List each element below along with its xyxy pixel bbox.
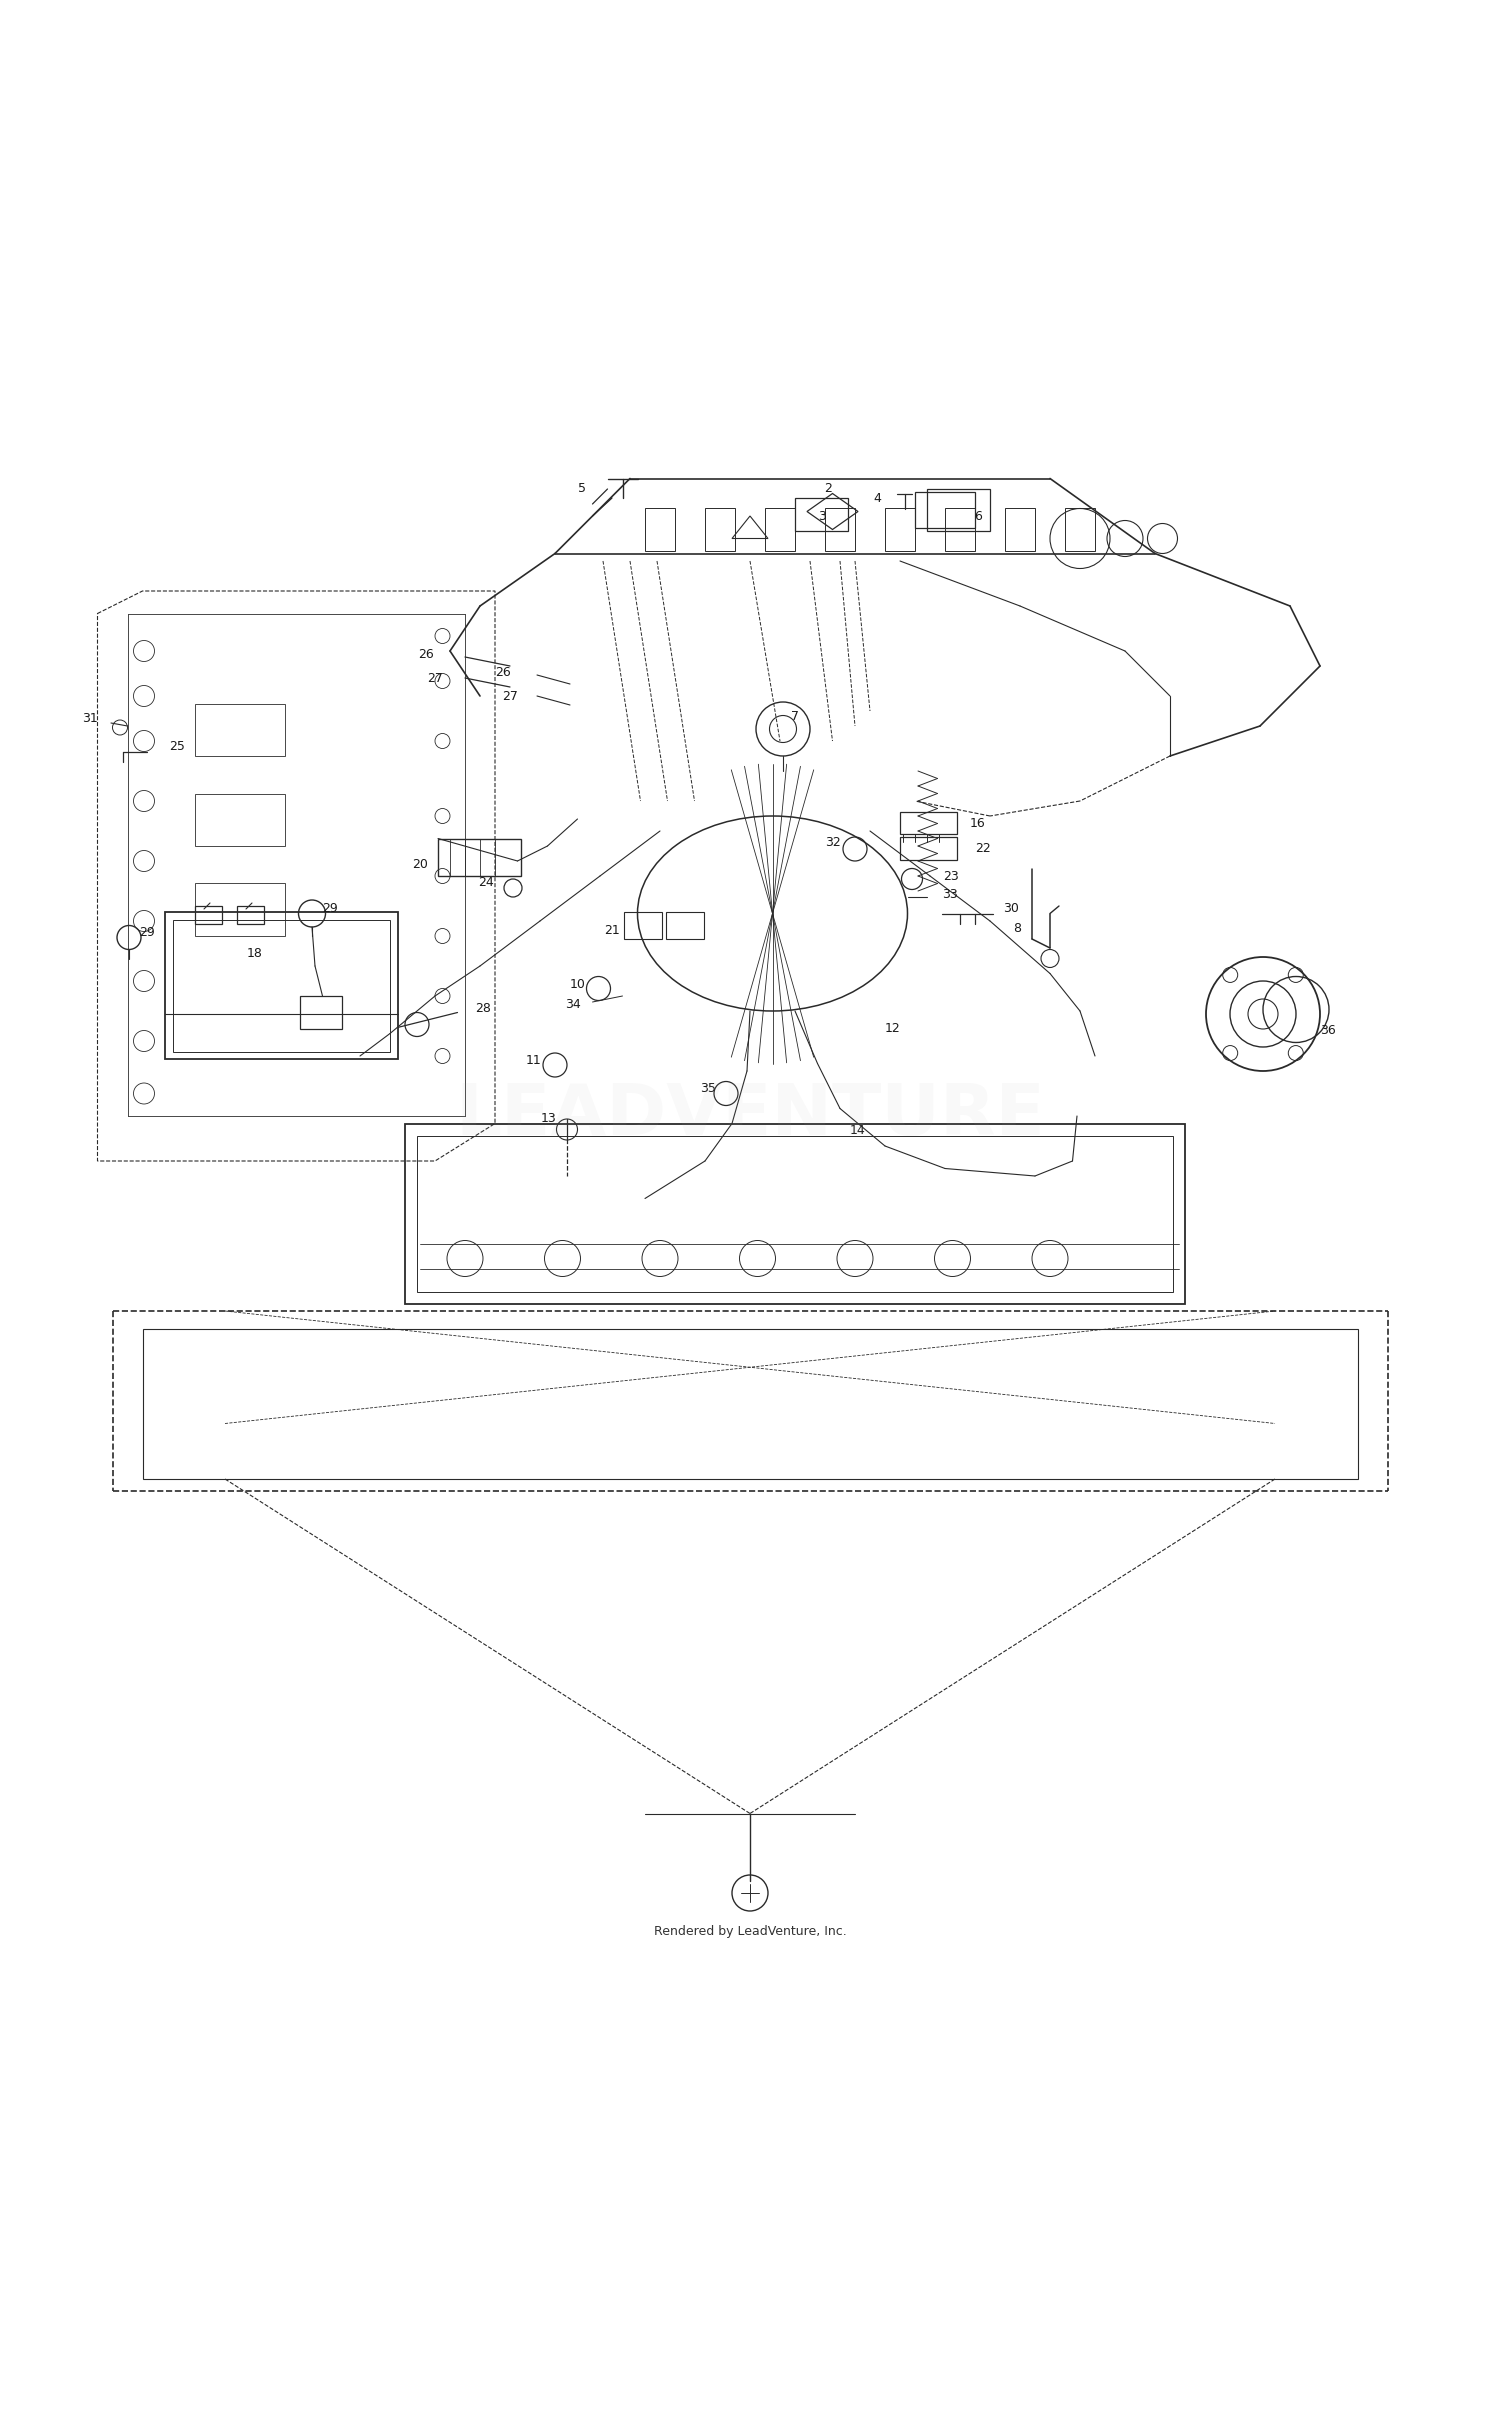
Text: 36: 36: [1320, 1025, 1335, 1037]
Text: 5: 5: [578, 482, 586, 494]
Text: 26: 26: [419, 646, 434, 661]
Bar: [438, 839, 520, 876]
Text: 16: 16: [970, 818, 986, 830]
Bar: [165, 912, 398, 1059]
Text: 21: 21: [604, 924, 619, 936]
Text: 34: 34: [566, 999, 580, 1011]
Text: 14: 14: [850, 1124, 865, 1138]
Bar: [300, 996, 342, 1030]
Text: 27: 27: [503, 690, 518, 702]
Bar: [795, 497, 847, 531]
Bar: [705, 509, 735, 550]
Bar: [417, 1136, 1173, 1290]
Text: 13: 13: [542, 1112, 556, 1126]
Text: 31: 31: [82, 712, 98, 726]
Bar: [1005, 509, 1035, 550]
Text: 11: 11: [526, 1054, 542, 1066]
Bar: [142, 1329, 1358, 1479]
Bar: [195, 704, 285, 755]
Bar: [825, 509, 855, 550]
Bar: [927, 490, 990, 531]
Text: 12: 12: [885, 1023, 900, 1035]
Text: 28: 28: [476, 1001, 490, 1015]
Text: 22: 22: [975, 842, 990, 856]
Text: 29: 29: [322, 902, 338, 917]
Text: 6: 6: [974, 509, 982, 523]
Text: 20: 20: [413, 859, 428, 871]
Text: 8: 8: [1013, 921, 1022, 936]
Bar: [195, 794, 285, 847]
Bar: [765, 509, 795, 550]
Bar: [624, 912, 662, 938]
Bar: [1065, 509, 1095, 550]
Text: 2: 2: [824, 482, 833, 494]
Bar: [645, 509, 675, 550]
Text: 24: 24: [478, 876, 494, 888]
Bar: [405, 1124, 1185, 1302]
Bar: [945, 509, 975, 550]
Bar: [885, 509, 915, 550]
Bar: [900, 810, 957, 835]
Text: LEADVENTURE: LEADVENTURE: [454, 1081, 1046, 1151]
Bar: [195, 883, 285, 936]
Text: 4: 4: [873, 492, 882, 504]
Text: 23: 23: [944, 868, 958, 883]
Bar: [195, 907, 222, 924]
Text: 25: 25: [170, 740, 184, 753]
Text: 10: 10: [570, 977, 585, 991]
Text: 30: 30: [1004, 902, 1019, 917]
Text: 26: 26: [495, 666, 510, 678]
Bar: [237, 907, 264, 924]
Bar: [915, 492, 975, 528]
Bar: [666, 912, 704, 938]
Text: 7: 7: [790, 712, 800, 724]
Text: 27: 27: [427, 671, 442, 685]
Text: 35: 35: [700, 1083, 715, 1095]
Text: Rendered by LeadVenture, Inc.: Rendered by LeadVenture, Inc.: [654, 1925, 846, 1937]
Text: 32: 32: [825, 837, 840, 849]
Text: 33: 33: [942, 888, 957, 900]
Bar: [900, 837, 957, 859]
Text: 3: 3: [818, 509, 827, 523]
Text: 29: 29: [140, 926, 154, 941]
Text: 18: 18: [248, 948, 262, 960]
Bar: [172, 919, 390, 1052]
